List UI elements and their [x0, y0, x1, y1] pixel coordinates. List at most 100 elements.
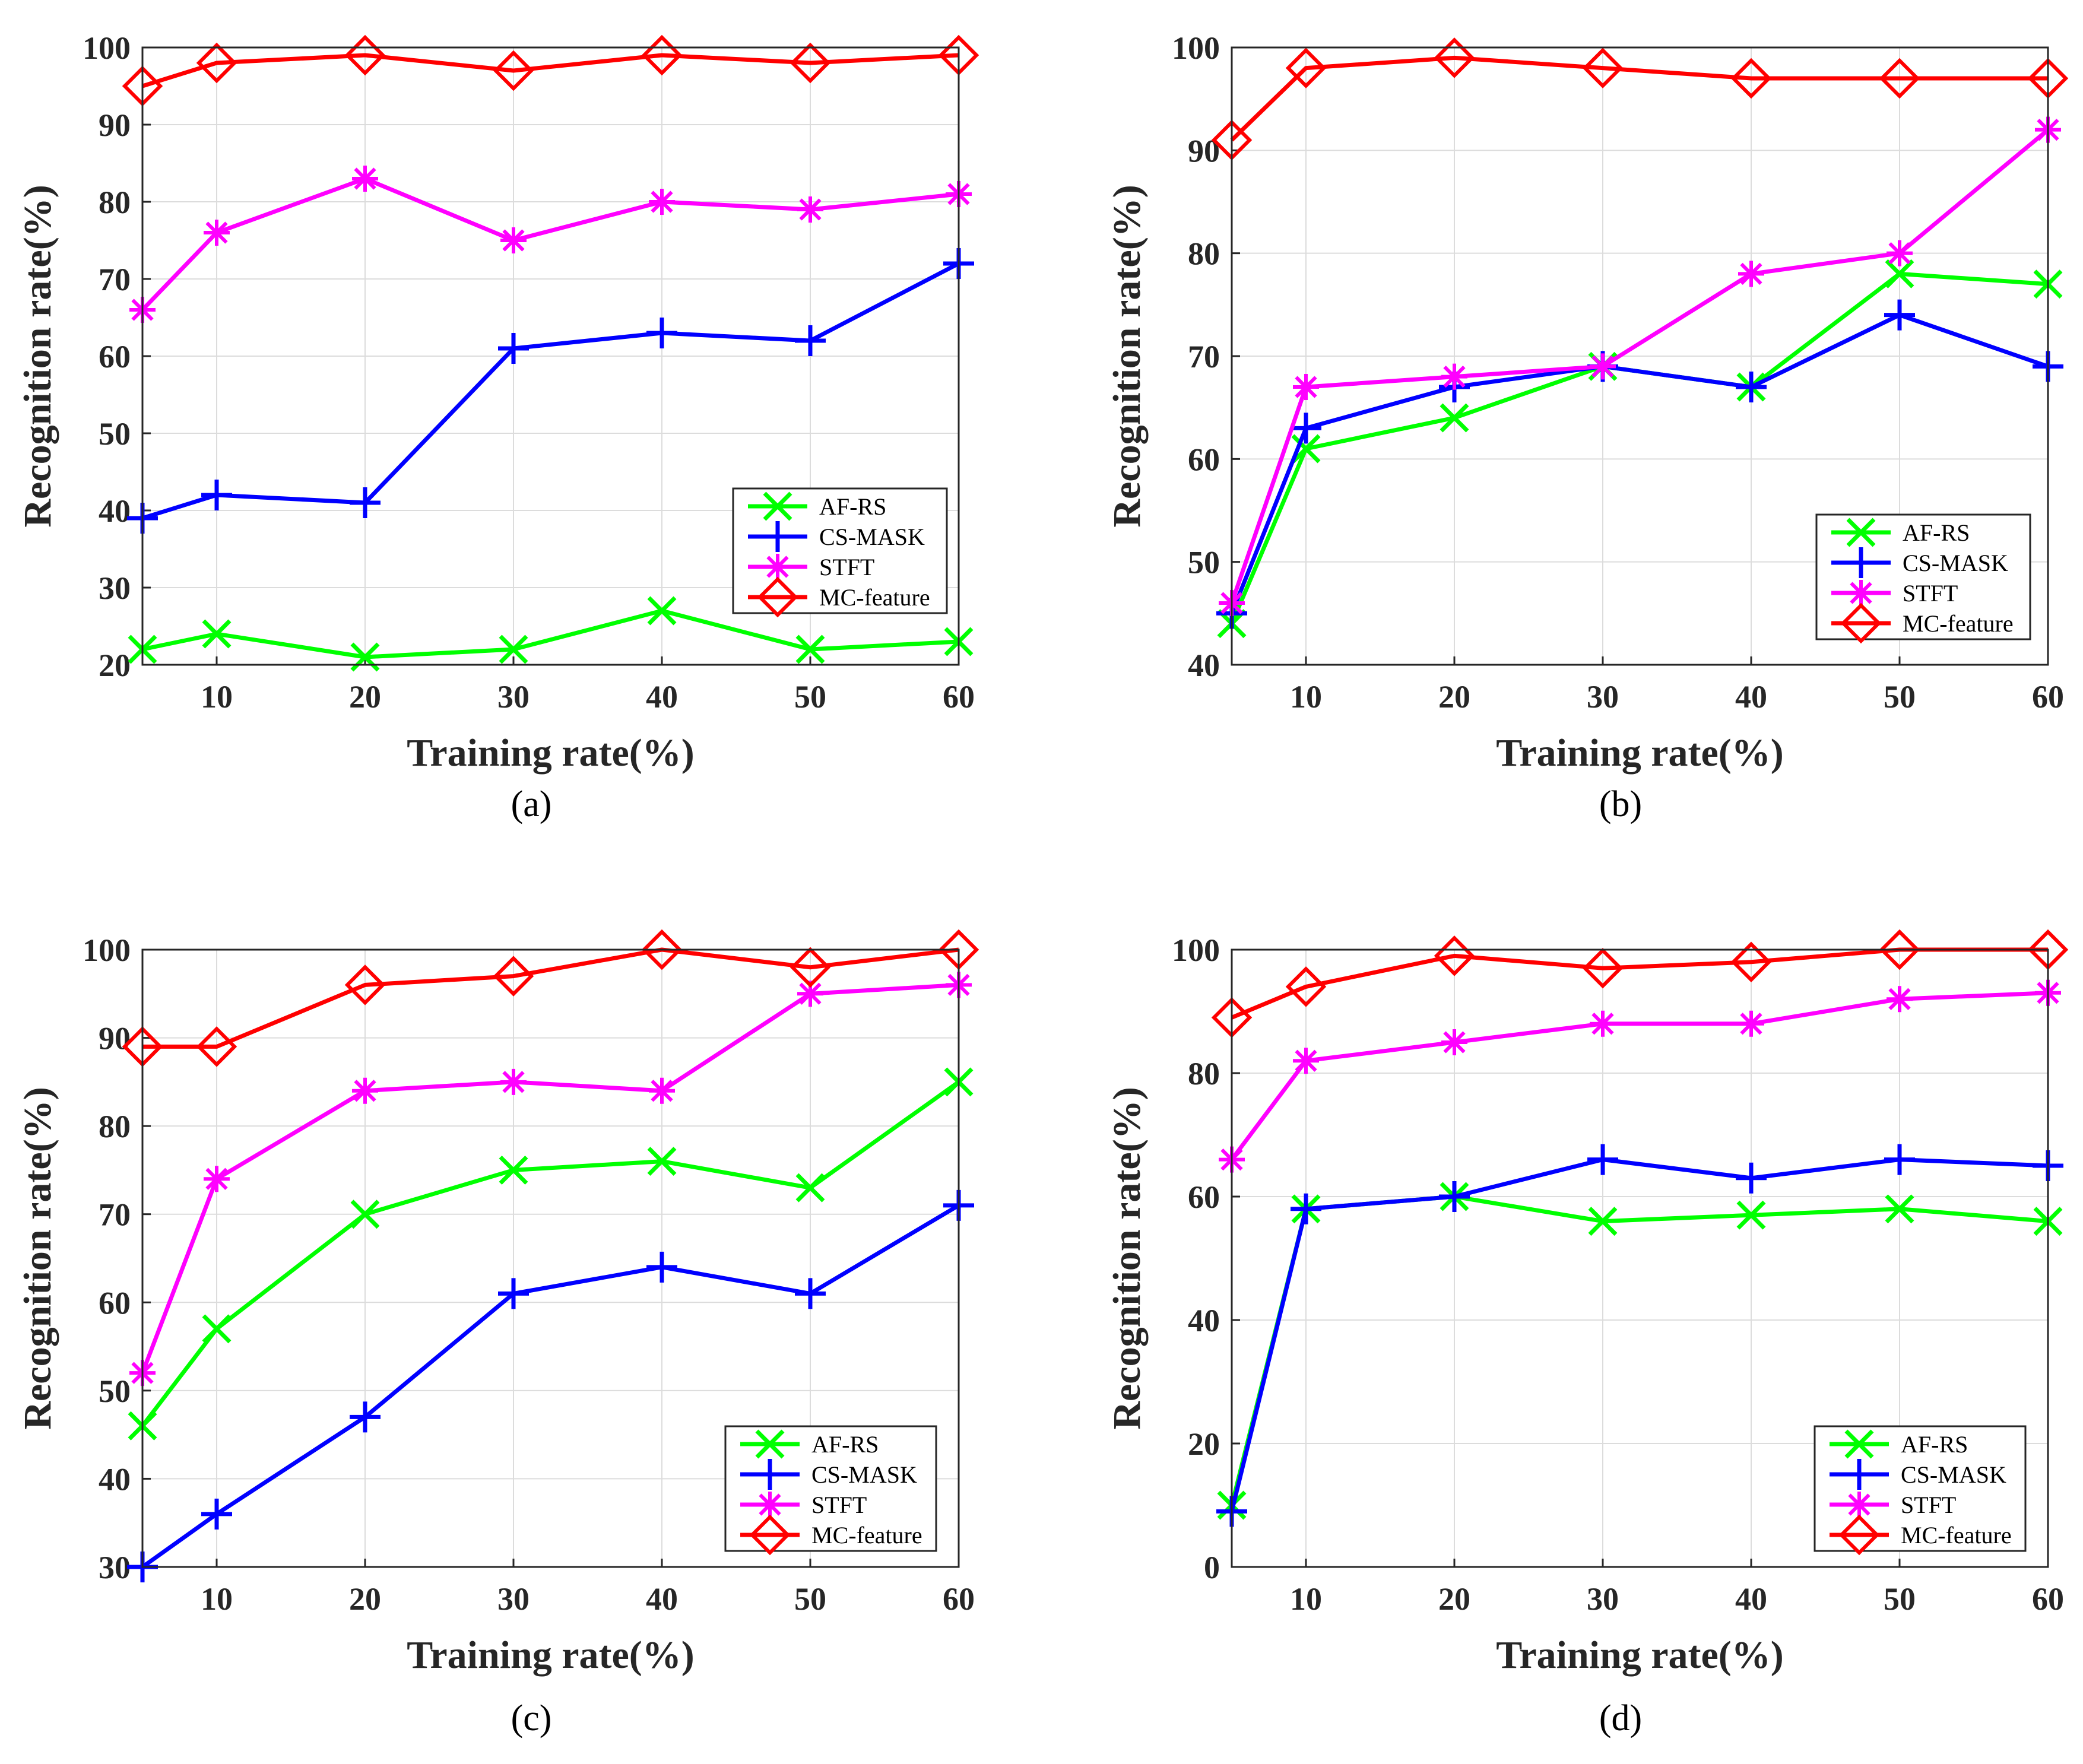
- data-point: [647, 1147, 677, 1176]
- x-tick-label: 30: [1587, 679, 1619, 715]
- data-point: [1293, 1048, 1319, 1074]
- diamond-marker-shape: [1582, 947, 1624, 989]
- data-point: [1887, 986, 1913, 1013]
- data-point: [1879, 58, 1920, 99]
- x-marker-stroke: [755, 1429, 785, 1459]
- data-point: [1439, 1181, 1470, 1212]
- legend-label: MC-feature: [819, 584, 930, 611]
- data-point: [350, 1401, 381, 1433]
- x-marker-stroke: [202, 619, 232, 649]
- x-tick-label: 40: [646, 1581, 678, 1617]
- asterisk-marker-stroke: [1591, 355, 1614, 377]
- x-tick-label: 30: [497, 679, 530, 715]
- legend: AF-RS CS-MASK STFT MC-feature: [724, 1425, 937, 1556]
- chart-panel-c: 10 20 30 40 50 60 30 40 50 60 70 80 90 100 Training ra…: [16, 929, 979, 1738]
- diamond-marker-shape: [1285, 47, 1327, 88]
- legend-box: [1815, 513, 2031, 640]
- legend-label: STFT: [1901, 1492, 1956, 1518]
- series-af-rs: [128, 596, 974, 672]
- data-point: [1588, 1207, 1618, 1236]
- data-point: [1736, 372, 1767, 402]
- data-point: [499, 1155, 528, 1185]
- x-marker-stroke: [1846, 518, 1876, 547]
- legend-label: AF-RS: [1903, 519, 1970, 546]
- data-point: [1587, 1144, 1618, 1175]
- axes-frame: [141, 948, 960, 1568]
- panel-caption: (a): [511, 784, 552, 824]
- asterisk-marker-stroke: [799, 982, 822, 1005]
- data-point: [500, 227, 527, 253]
- diamond-marker-shape: [790, 947, 831, 988]
- asterisk-marker-stroke: [1850, 582, 1872, 604]
- chart-panel-a: 10 20 30 40 50 60 20 30 40 50 60 70 80 90 100 Training …: [16, 30, 979, 824]
- data-point: [350, 1200, 380, 1229]
- data-point: [500, 1068, 527, 1095]
- data-point: [1582, 947, 1624, 989]
- diamond-marker-shape: [790, 42, 831, 84]
- x-marker-stroke: [1440, 403, 1469, 433]
- plus-marker-icon: [1846, 547, 1876, 578]
- x-marker-stroke: [763, 491, 792, 521]
- data-point: [795, 634, 825, 664]
- asterisk-marker-icon: [757, 1492, 783, 1518]
- data-point: [1440, 403, 1469, 433]
- data-point: [1291, 434, 1321, 464]
- diamond-marker-shape: [1582, 47, 1624, 88]
- data-point: [350, 642, 380, 672]
- legend-label: STFT: [1903, 580, 1958, 607]
- legend-label: AF-RS: [1901, 1431, 1968, 1458]
- x-tick-label: 30: [497, 1581, 530, 1617]
- data-point: [795, 1173, 825, 1203]
- y-tick-label: 80: [99, 185, 131, 220]
- data-point: [1291, 413, 1321, 444]
- x-tick-label: 50: [1884, 679, 1916, 715]
- asterisk-marker-stroke: [759, 1493, 781, 1516]
- y-tick-label: 60: [99, 339, 131, 375]
- x-tick-label: 10: [201, 1581, 233, 1617]
- data-point: [344, 965, 386, 1005]
- legend-label: STFT: [811, 1492, 867, 1518]
- x-tick-label: 50: [1884, 1581, 1916, 1617]
- asterisk-marker-stroke: [1740, 1013, 1762, 1035]
- data-point: [1887, 240, 1913, 266]
- data-point: [1293, 374, 1319, 400]
- y-tick-label: 20: [99, 648, 131, 683]
- y-tick-label: 40: [1188, 1303, 1220, 1338]
- x-marker-icon: [755, 1429, 785, 1459]
- panel-caption: (b): [1599, 784, 1642, 824]
- data-point: [1285, 966, 1327, 1007]
- y-tick-label: 60: [99, 1285, 131, 1321]
- legend-item-mc-feature: MC-feature: [1831, 602, 2014, 644]
- x-marker-stroke: [1885, 259, 1914, 288]
- asterisk-marker-stroke: [1295, 376, 1317, 398]
- data-point: [1730, 941, 1772, 983]
- data-point: [1885, 259, 1914, 288]
- data-point: [1879, 929, 1920, 970]
- series-stft: [129, 166, 972, 323]
- legend: AF-RS CS-MASK STFT MC-feature: [1815, 513, 2031, 644]
- data-point: [641, 929, 683, 970]
- legend-item-stft: STFT: [1830, 1492, 1956, 1518]
- data-point: [1434, 37, 1475, 78]
- series-line: [1230, 55, 2048, 142]
- y-tick-label: 80: [1188, 236, 1220, 272]
- x-tick-label: 20: [349, 679, 381, 715]
- series-cs-mask: [127, 1189, 974, 1582]
- data-point: [795, 1278, 826, 1309]
- data-point: [350, 487, 381, 518]
- legend-item-stft: STFT: [1831, 580, 1958, 607]
- legend-item-cs-mask: CS-MASK: [740, 1459, 917, 1490]
- data-point: [1736, 1200, 1766, 1230]
- y-tick-label: 50: [1188, 545, 1220, 580]
- x-tick-label: 60: [2032, 1581, 2064, 1617]
- y-tick-label: 60: [1188, 1179, 1220, 1215]
- legend-box: [1813, 1425, 2027, 1552]
- asterisk-marker-stroke: [1591, 1013, 1614, 1035]
- y-tick-label: 50: [99, 416, 131, 452]
- axes-frame: [141, 46, 960, 666]
- data-point: [797, 196, 823, 223]
- plus-marker-icon: [754, 1459, 785, 1490]
- x-axis-label: Training rate(%): [1496, 1633, 1784, 1677]
- x-tick-label: 40: [1735, 1581, 1767, 1617]
- x-tick-label: 50: [794, 1581, 826, 1617]
